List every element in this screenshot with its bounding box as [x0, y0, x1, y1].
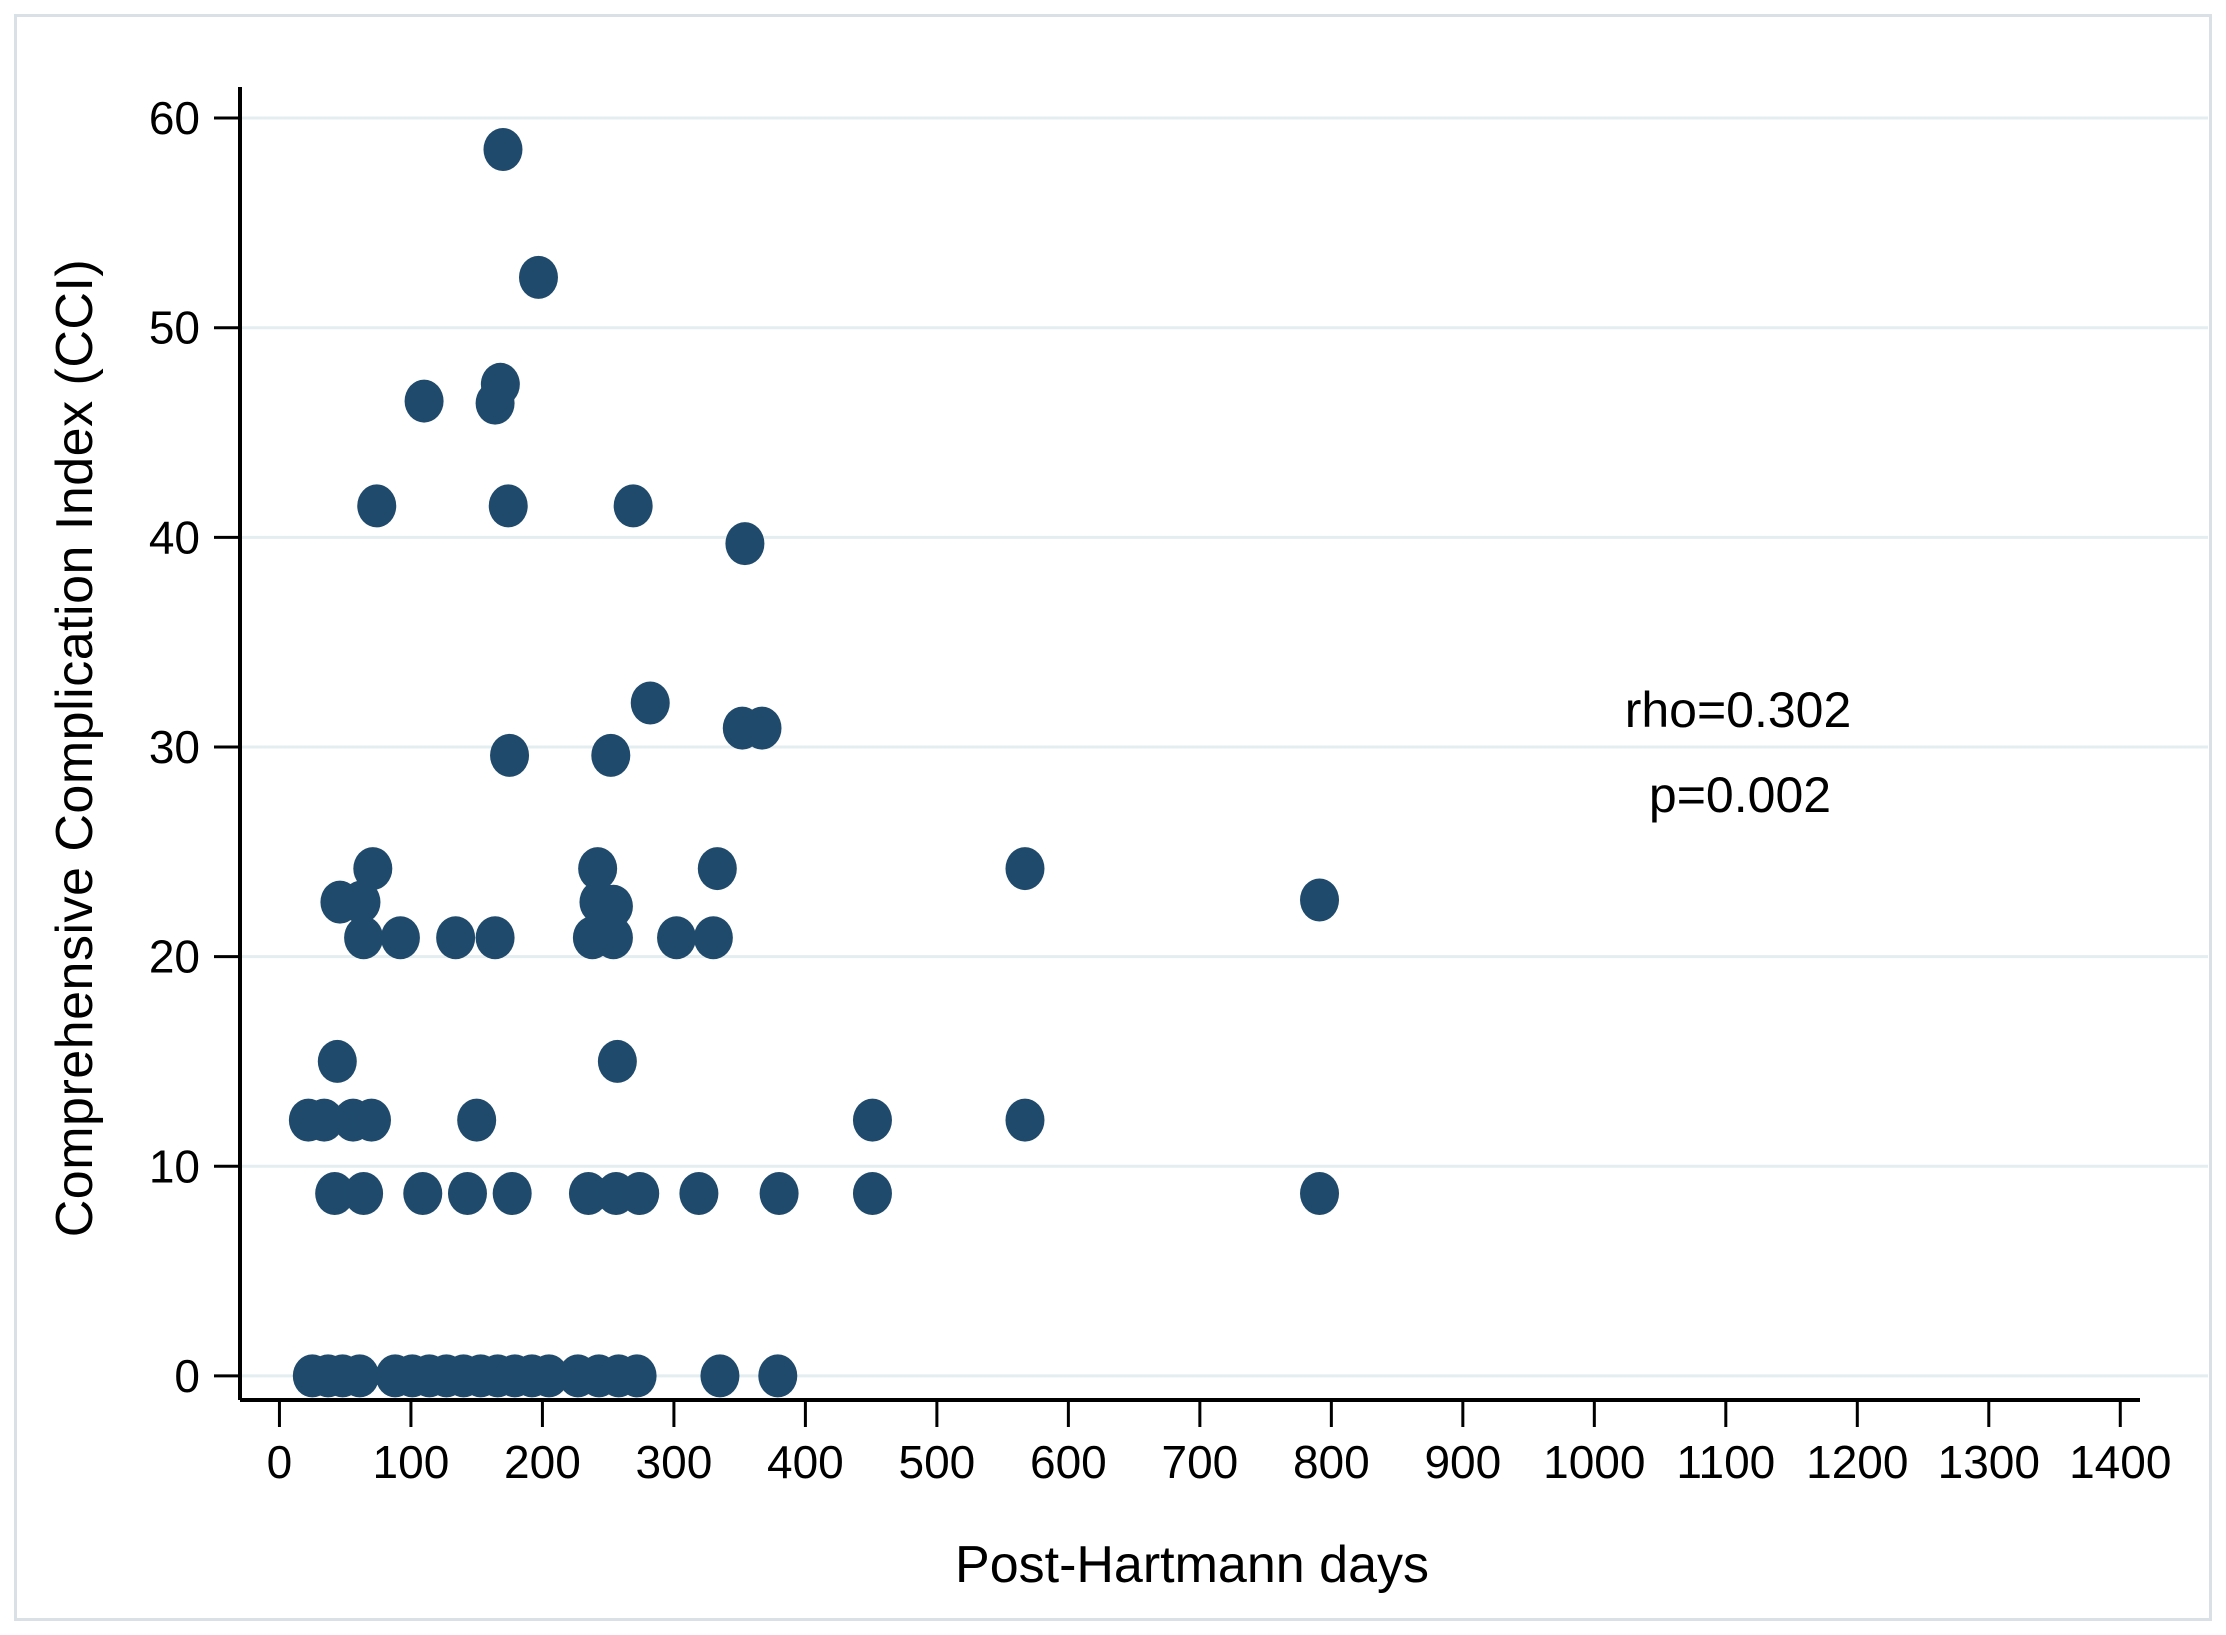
data-point: [518, 255, 558, 299]
data-point: [742, 706, 782, 750]
data-point: [404, 379, 444, 423]
x-tick-label: 1200: [1806, 1436, 1908, 1488]
x-tick-label: 800: [1293, 1436, 1370, 1488]
x-tick-label: 1300: [1938, 1436, 2040, 1488]
x-tick-label: 700: [1161, 1436, 1238, 1488]
x-tick-label: 200: [504, 1436, 581, 1488]
data-point: [657, 916, 697, 960]
x-axis-title: Post-Hartmann days: [955, 1536, 1429, 1594]
data-point: [620, 1172, 660, 1216]
data-point: [693, 916, 733, 960]
data-point: [758, 1354, 798, 1398]
annotation-rho: rho=0.302: [1624, 682, 1852, 738]
data-point: [759, 1172, 799, 1216]
data-point: [344, 916, 384, 960]
x-tick-label: 400: [767, 1436, 844, 1488]
y-axis-title: Comprehensive Complication Index (CCI): [46, 258, 104, 1238]
y-tick-label: 10: [149, 1140, 200, 1192]
data-point: [351, 1098, 391, 1142]
y-tick-label: 0: [174, 1350, 200, 1402]
data-point: [578, 847, 618, 891]
data-point: [492, 1172, 532, 1216]
data-point: [1005, 1098, 1045, 1142]
data-point: [1300, 878, 1340, 922]
data-point: [593, 884, 633, 928]
data-point: [697, 847, 737, 891]
x-tick-label: 900: [1424, 1436, 1501, 1488]
x-tick-label: 1400: [2069, 1436, 2171, 1488]
data-point: [341, 880, 381, 924]
data-point: [593, 916, 633, 960]
x-tick-label: 500: [899, 1436, 976, 1488]
data-point: [304, 1098, 344, 1142]
data-point: [1300, 1172, 1340, 1216]
x-tick-label: 600: [1030, 1436, 1107, 1488]
data-point: [630, 681, 670, 725]
data-point: [344, 1172, 384, 1216]
y-tick-label: 20: [149, 931, 200, 983]
x-tick-label: 100: [373, 1436, 450, 1488]
data-point: [380, 916, 420, 960]
data-point: [357, 484, 397, 528]
data-point: [852, 1172, 892, 1216]
x-tick-label: 1100: [1676, 1436, 1775, 1488]
data-point: [613, 484, 653, 528]
x-tick-label: 0: [267, 1436, 293, 1488]
x-tick-label: 300: [636, 1436, 713, 1488]
annotation-p: p=0.002: [1648, 767, 1832, 823]
x-tick-label: 1000: [1543, 1436, 1645, 1488]
data-point: [317, 1039, 357, 1083]
data-point: [483, 128, 523, 172]
y-tick-label: 50: [149, 302, 200, 354]
data-point: [490, 733, 530, 777]
data-point: [480, 362, 520, 406]
y-tick-label: 40: [149, 511, 200, 563]
data-point: [447, 1172, 487, 1216]
data-point: [568, 1172, 608, 1216]
data-point: [315, 1172, 355, 1216]
data-point: [488, 484, 528, 528]
data-point: [403, 1172, 443, 1216]
data-point: [597, 1039, 637, 1083]
data-point: [591, 733, 631, 777]
y-tick-label: 30: [149, 721, 200, 773]
data-point: [700, 1354, 740, 1398]
data-point: [1005, 847, 1045, 891]
data-point: [679, 1172, 719, 1216]
data-point: [617, 1354, 657, 1398]
data-point: [436, 916, 476, 960]
data-point: [852, 1098, 892, 1142]
data-point: [725, 522, 765, 566]
data-point: [457, 1098, 497, 1142]
y-tick-label: 60: [149, 92, 200, 144]
data-point: [529, 1354, 569, 1398]
data-point: [340, 1354, 380, 1398]
data-point: [475, 916, 515, 960]
data-point: [353, 847, 393, 891]
